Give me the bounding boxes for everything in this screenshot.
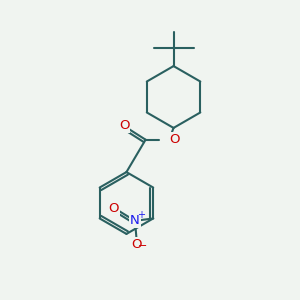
Text: O: O — [109, 202, 119, 215]
Text: O: O — [131, 238, 142, 251]
Text: +: + — [137, 210, 146, 220]
Text: N: N — [130, 214, 140, 227]
Text: −: − — [138, 241, 148, 251]
Text: O: O — [169, 133, 180, 146]
Text: O: O — [119, 119, 129, 132]
